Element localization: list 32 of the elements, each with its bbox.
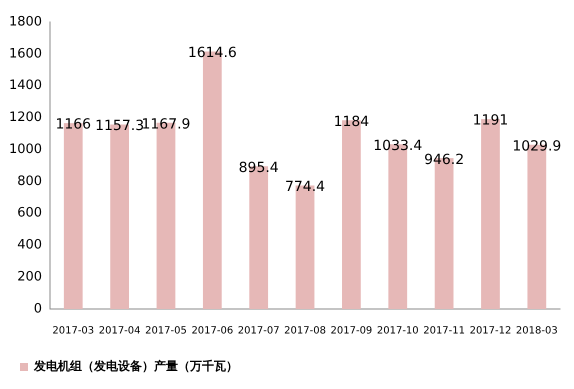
y-tick-label: 800 xyxy=(17,174,42,189)
data-label: 774.4 xyxy=(284,179,326,196)
data-label: 1184 xyxy=(334,114,370,130)
data-label: 946.2 xyxy=(424,152,464,168)
data-label: 1166 xyxy=(55,116,92,133)
y-tick-label: 400 xyxy=(17,238,42,253)
y-tick-label: 1800 xyxy=(8,14,42,30)
data-label: 1029.9 xyxy=(512,138,562,154)
x-tick-label: 2017-11 xyxy=(423,326,466,337)
x-tick-label: 2017-04 xyxy=(98,326,141,337)
y-tick-label: 1000 xyxy=(8,142,42,157)
x-tick-label: 2017-06 xyxy=(191,326,234,337)
y-tick-label: 1400 xyxy=(8,78,42,94)
x-tick-label: 2017-10 xyxy=(376,326,419,337)
y-tick-label: 0 xyxy=(34,301,42,316)
legend-label: 发电机组（发电设备）产量（万千瓦） xyxy=(33,359,238,374)
x-tick-label: 2017-08 xyxy=(284,326,326,337)
y-tick-label: 600 xyxy=(17,206,42,221)
x-tick-label: 2017-03 xyxy=(52,326,94,337)
y-tick-label: 1200 xyxy=(8,110,42,126)
data-label: 895.4 xyxy=(238,160,279,176)
x-tick-label: 2017-07 xyxy=(238,326,280,337)
data-label: 1191 xyxy=(472,112,508,129)
x-tick-label: 2017-12 xyxy=(470,326,512,337)
data-label: 1033.4 xyxy=(373,138,422,154)
data-label: 1157.3 xyxy=(95,118,144,134)
y-tick-label: 200 xyxy=(17,269,42,284)
x-tick-label: 2017-09 xyxy=(330,326,372,337)
data-label: 1614.6 xyxy=(188,45,237,62)
x-tick-label: 2018-03 xyxy=(516,326,558,337)
x-tick-label: 2017-05 xyxy=(145,326,187,337)
y-tick-label: 1600 xyxy=(8,46,42,62)
